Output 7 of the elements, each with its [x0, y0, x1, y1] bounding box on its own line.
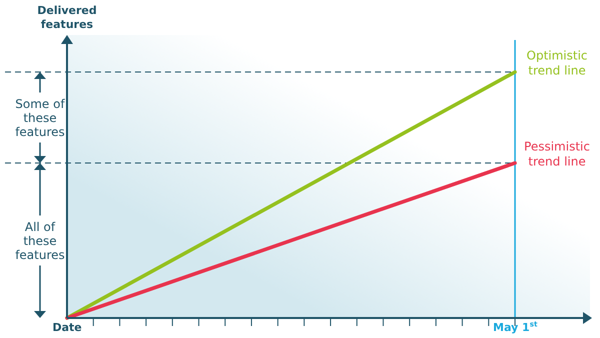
series-label: Pessimistic trend line [524, 140, 590, 169]
x-tick-label: May 1$^{st}$ [493, 319, 538, 334]
x-tick-label: Date [52, 321, 82, 334]
annotation: Some of these features [14, 96, 66, 138]
annotation: All of these features [14, 220, 66, 262]
y-axis-title: Delivered features [36, 4, 98, 32]
series-label: Optimistic trend line [526, 48, 588, 78]
